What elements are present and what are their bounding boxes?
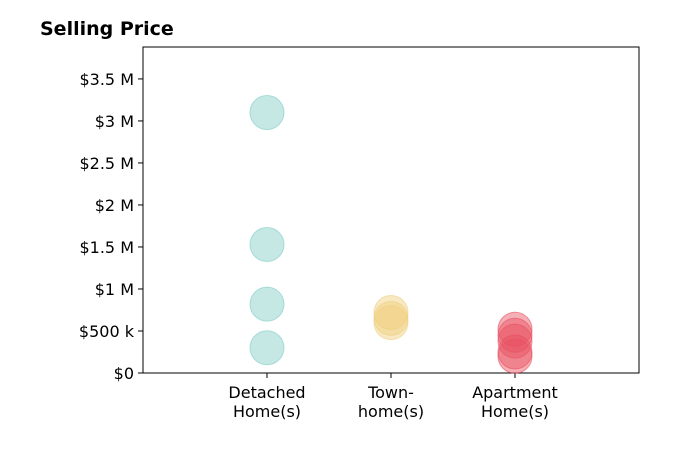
y-tick-label: $1 M	[95, 280, 134, 299]
point	[373, 300, 409, 336]
point	[249, 330, 285, 366]
point	[249, 286, 285, 322]
y-tick-label: $2 M	[95, 196, 134, 215]
y-tick-label: $500 k	[79, 322, 135, 341]
x-tick-label: Town-home(s)	[358, 383, 424, 421]
y-tick-label: $3 M	[95, 112, 134, 131]
point	[373, 305, 409, 341]
chart-title: Selling Price	[40, 18, 174, 40]
y-tick-label: $2.5 M	[79, 154, 134, 173]
x-tick-label: Detached Home(s)	[228, 383, 305, 421]
y-tick-label: $1.5 M	[79, 238, 134, 257]
point	[249, 226, 285, 262]
y-tick-label: $0	[114, 364, 134, 383]
x-tick-label: Apartment Home(s)	[472, 383, 558, 421]
point	[497, 323, 533, 359]
point	[249, 95, 285, 131]
point	[497, 334, 533, 370]
point	[497, 338, 533, 374]
y-tick-label: $3.5 M	[79, 70, 134, 89]
